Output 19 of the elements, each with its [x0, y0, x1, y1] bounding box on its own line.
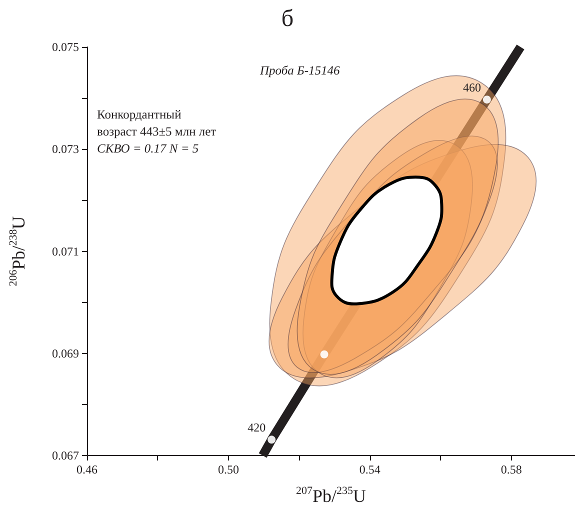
y-tick-label: 0.071	[52, 244, 79, 258]
y-tick-label: 0.069	[52, 346, 79, 360]
x-tick-label: 0.50	[218, 462, 239, 476]
x-tick-label: 0.54	[359, 462, 380, 476]
chart-title: б	[281, 6, 294, 32]
annotation: Конкордантный возраст 443±5 млн лет	[97, 108, 217, 138]
y-axis-title: 206Pb/238U	[8, 216, 28, 286]
annotation: СКВО = 0.17 N = 5	[97, 142, 199, 156]
x-tick-label: 0.46	[76, 462, 98, 476]
point	[320, 350, 328, 358]
point	[482, 96, 491, 104]
annotation: 420	[248, 420, 266, 435]
x-tick-label: 0.58	[500, 462, 522, 476]
annotation: Проба Б-15146	[259, 64, 341, 78]
point	[268, 436, 276, 444]
annotation: 460	[462, 80, 481, 95]
y-tick-label: 0.073	[52, 142, 79, 156]
y-tick-label: 0.067	[52, 448, 79, 462]
y-tick-label: 0.075	[52, 40, 79, 54]
